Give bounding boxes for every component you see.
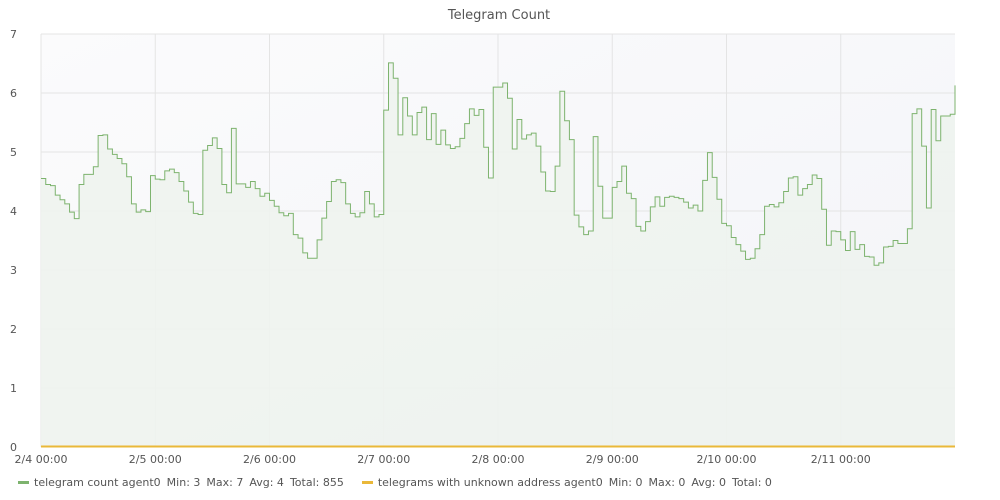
y-tick-label: 2 — [10, 323, 17, 336]
x-tick-label: 2/9 00:00 — [586, 453, 639, 466]
chart-title: Telegram Count — [447, 8, 550, 23]
legend-total-telegram-count: Total: 855 — [289, 475, 344, 489]
y-tick-label: 1 — [10, 382, 17, 395]
legend-item-telegram-count[interactable]: telegram count agent0 Min: 3 Max: 7 Avg:… — [18, 476, 350, 489]
y-tick-label: 5 — [10, 146, 17, 159]
legend-avg-telegram-count: Avg: 4 — [249, 475, 284, 489]
legend-label-telegram-count: telegram count agent0 — [34, 475, 161, 489]
x-axis: 2/4 00:00 2/5 00:00 2/6 00:00 2/7 00:00 2/8 … — [15, 453, 871, 466]
legend-label-unknown-address: telegrams with unknown address agent0 — [377, 475, 603, 489]
y-tick-label: 7 — [10, 28, 17, 41]
legend-min-unknown-address: Min: 0 — [608, 475, 643, 489]
series-area-telegram-count — [41, 62, 955, 447]
legend-total-unknown-address: Total: 0 — [732, 475, 772, 489]
legend-min-telegram-count: Min: 3 — [166, 475, 201, 489]
legend-swatch-unknown-address — [361, 480, 373, 484]
legend-item-unknown-address[interactable]: telegrams with unknown address agent0 Mi… — [361, 475, 778, 489]
legend-max-telegram-count: Max: 7 — [206, 475, 244, 489]
y-tick-label: 0 — [10, 441, 17, 454]
x-tick-label: 2/8 00:00 — [472, 453, 525, 466]
legend: telegram count agent0 Min: 3 Max: 7 Avg:… — [18, 474, 790, 490]
x-tick-label: 2/11 00:00 — [811, 453, 871, 466]
legend-avg-unknown-address: Avg: 0 — [691, 475, 726, 489]
legend-swatch-telegram-count — [18, 480, 29, 484]
y-tick-label: 4 — [10, 205, 17, 218]
x-tick-label: 2/6 00:00 — [243, 453, 296, 466]
y-axis: 0 1 2 3 4 5 6 7 — [10, 28, 17, 454]
legend-max-unknown-address: Max: 0 — [648, 475, 686, 489]
x-tick-label: 2/7 00:00 — [357, 453, 410, 466]
x-tick-label: 2/4 00:00 — [15, 453, 68, 466]
x-tick-label: 2/10 00:00 — [697, 453, 757, 466]
series-line-telegram-count — [41, 62, 956, 266]
x-tick-label: 2/5 00:00 — [129, 453, 182, 466]
series-layer — [41, 62, 956, 448]
y-tick-label: 6 — [10, 87, 17, 100]
y-tick-label: 3 — [10, 264, 17, 277]
